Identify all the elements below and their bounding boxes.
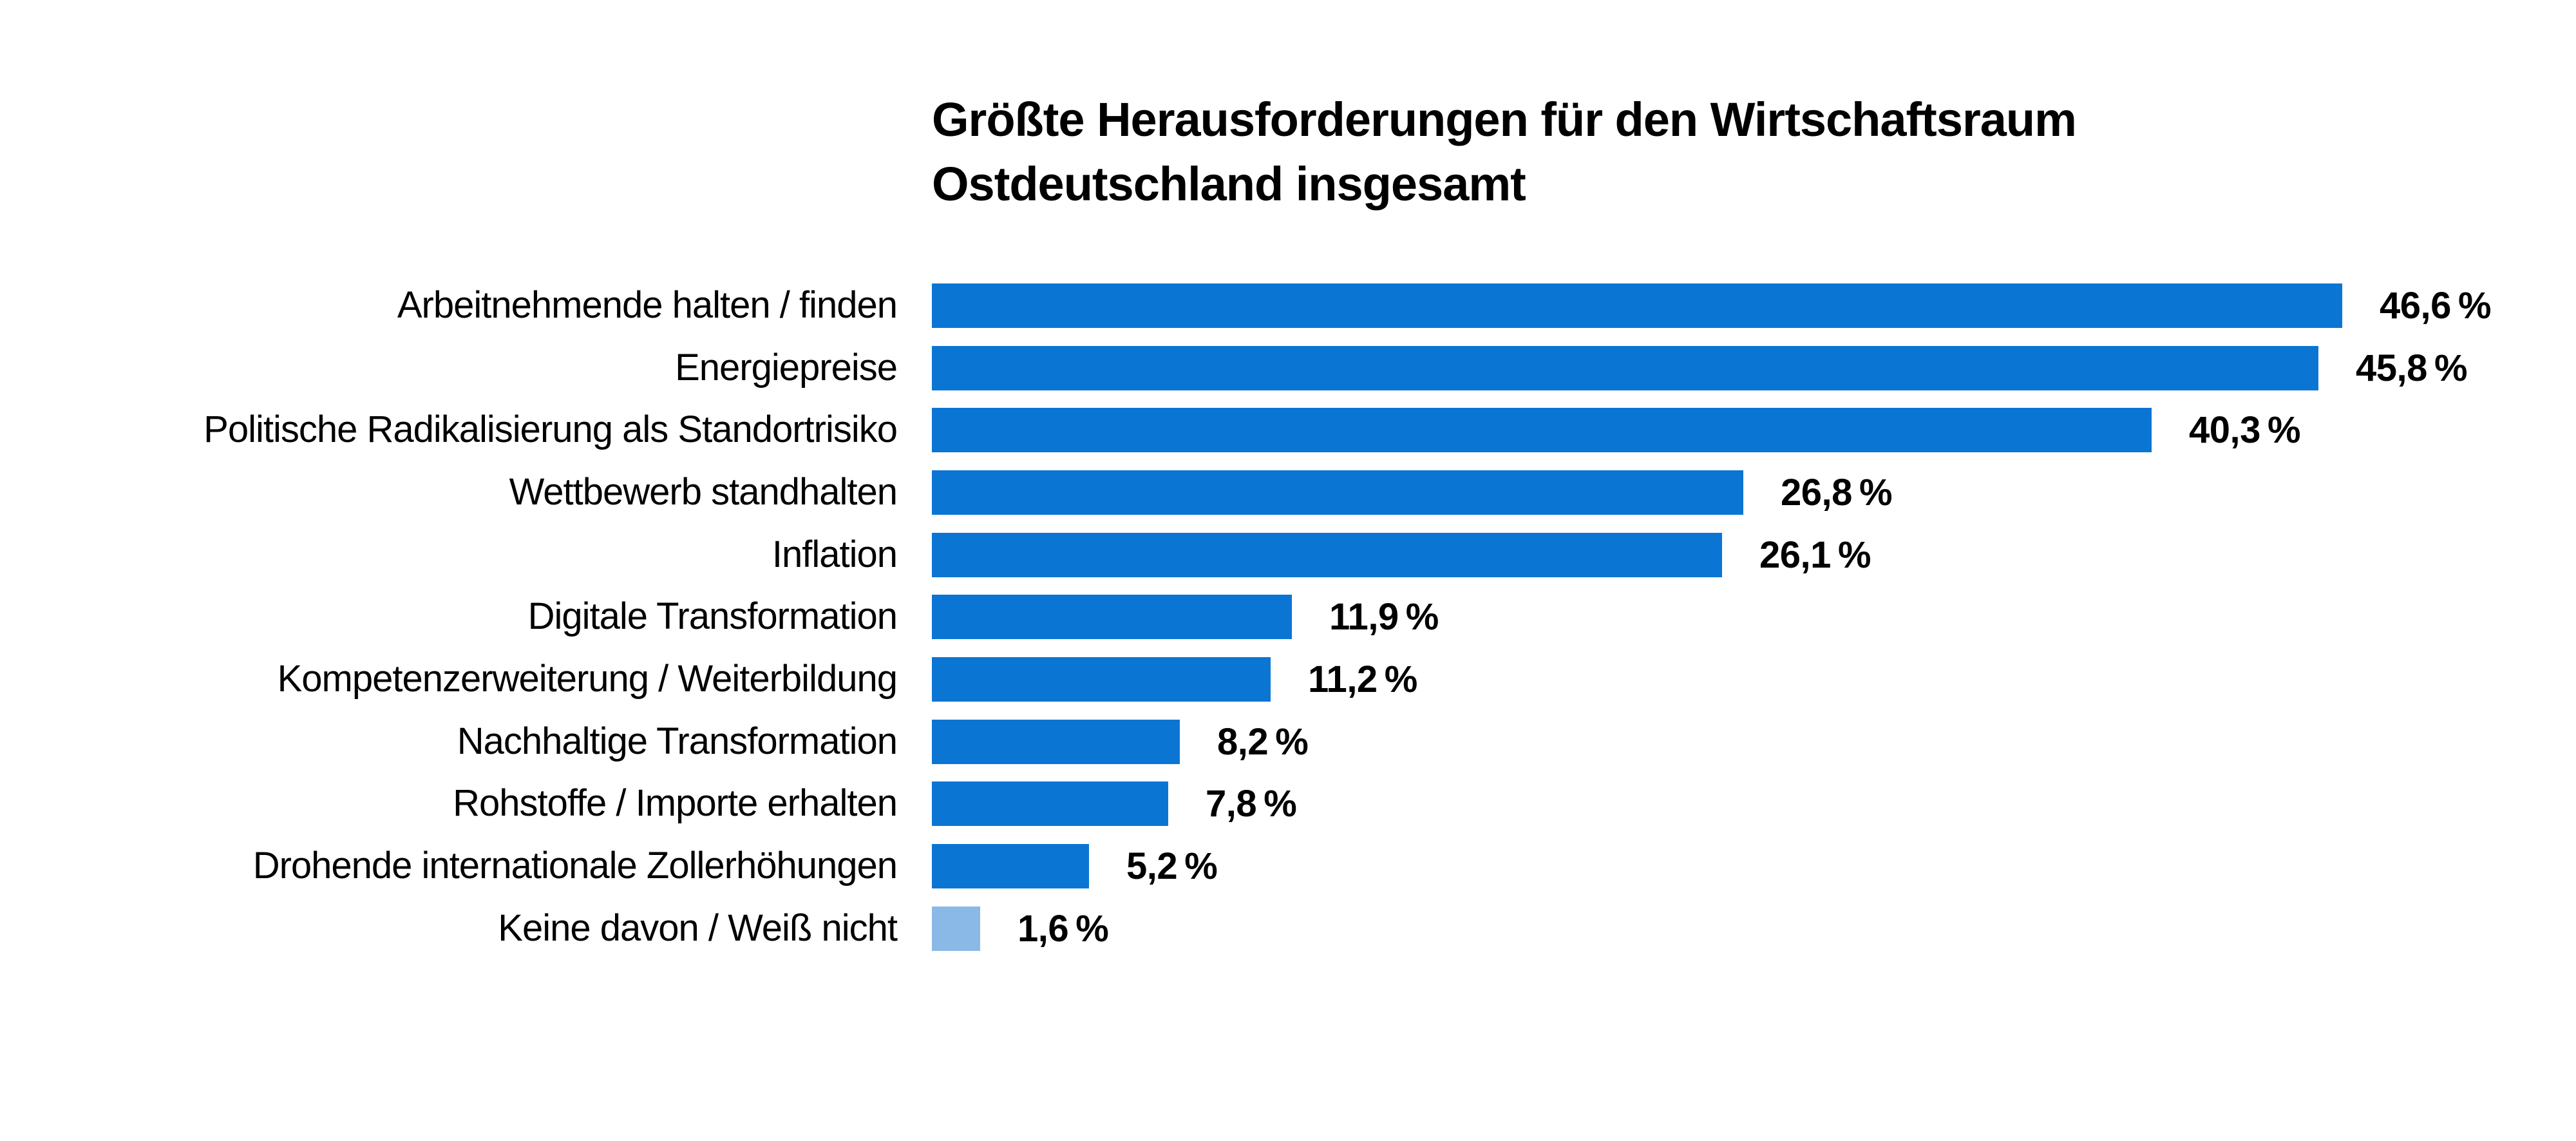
value-label: 40,3 % <box>2189 409 2301 452</box>
category-label: Rohstoffe / Importe erhalten <box>453 782 898 825</box>
bar-row: Keine davon / Weiß nicht 1,6 % <box>0 897 2576 960</box>
bar-muted <box>932 906 980 951</box>
bar <box>932 719 1180 764</box>
bar <box>932 283 2342 328</box>
chart-title-line-1: Größte Herausforderungen für den Wirtsch… <box>932 93 2077 146</box>
bar-row: Inflation 26,1 % <box>0 524 2576 586</box>
category-label: Nachhaltige Transformation <box>457 720 898 762</box>
value-label: 7,8 % <box>1206 783 1297 825</box>
bar-row: Kompetenzerweiterung / Weiterbildung 11,2… <box>0 648 2576 711</box>
bar-row: Rohstoffe / Importe erhalten 7,8 % <box>0 773 2576 836</box>
value-label: 26,8 % <box>1781 471 1893 513</box>
bar-row: Wettbewerb standhalten 26,8 % <box>0 461 2576 524</box>
bar <box>932 844 1089 889</box>
value-label: 45,8 % <box>2356 347 2468 389</box>
chart-title: Größte Herausforderungen für den Wirtsch… <box>932 88 2510 216</box>
value-label: 46,6 % <box>2380 284 2492 327</box>
chart-rows: Arbeitnehmende halten / finden 46,6 % Ener… <box>0 274 2576 960</box>
bar-row: Nachhaltige Transformation 8,2 % <box>0 711 2576 773</box>
category-label: Arbeitnehmende halten / finden <box>397 283 898 326</box>
category-label: Digitale Transformation <box>527 595 898 638</box>
category-label: Energiepreise <box>675 346 898 388</box>
category-label: Kompetenzerweiterung / Weiterbildung <box>277 658 898 700</box>
bar <box>932 657 1271 702</box>
category-label: Wettbewerb standhalten <box>509 470 898 513</box>
value-label: 1,6 % <box>1018 907 1109 950</box>
value-label: 11,9 % <box>1329 596 1439 638</box>
category-label: Drohende internationale Zollerhöhungen <box>252 845 898 887</box>
value-label: 8,2 % <box>1217 720 1309 763</box>
value-label: 11,2 % <box>1308 658 1417 700</box>
category-label: Inflation <box>772 533 898 575</box>
value-label: 26,1 % <box>1759 533 1871 576</box>
bar-row: Energiepreise 45,8 % <box>0 337 2576 399</box>
bar <box>932 345 2318 390</box>
bar <box>932 595 1292 640</box>
bar <box>932 781 1168 827</box>
bar <box>932 470 1743 515</box>
bar <box>932 408 2152 453</box>
bar <box>932 532 1722 577</box>
value-label: 5,2 % <box>1126 845 1218 888</box>
bar-row: Arbeitnehmende halten / finden 46,6 % <box>0 274 2576 337</box>
bar-row: Politische Radikalisierung als Standortr… <box>0 399 2576 461</box>
bar-row: Digitale Transformation 11,9 % <box>0 586 2576 648</box>
bar-row: Drohende internationale Zollerhöhungen 5,… <box>0 835 2576 897</box>
category-label: Keine davon / Weiß nicht <box>498 906 898 949</box>
category-label: Politische Radikalisierung als Standortr… <box>204 408 898 451</box>
chart-title-line-2: Ostdeutschland insgesamt <box>932 157 1526 211</box>
